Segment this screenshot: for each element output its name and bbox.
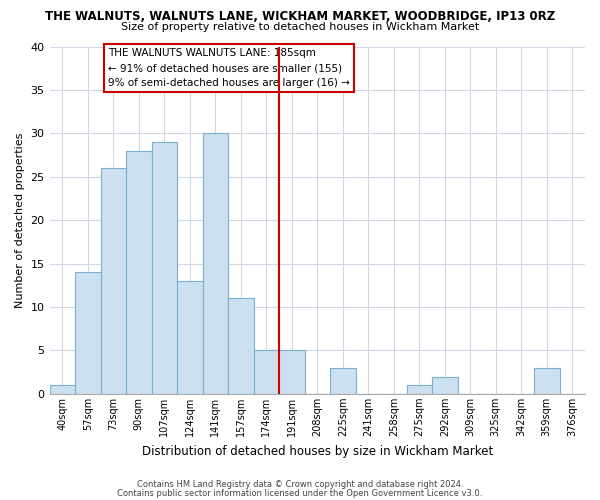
X-axis label: Distribution of detached houses by size in Wickham Market: Distribution of detached houses by size …	[142, 444, 493, 458]
Bar	[75, 272, 101, 394]
Text: Contains public sector information licensed under the Open Government Licence v3: Contains public sector information licen…	[118, 488, 482, 498]
Text: Size of property relative to detached houses in Wickham Market: Size of property relative to detached ho…	[121, 22, 479, 32]
Bar	[228, 298, 254, 394]
Bar	[50, 385, 75, 394]
Bar	[203, 134, 228, 394]
Y-axis label: Number of detached properties: Number of detached properties	[15, 132, 25, 308]
Text: Contains HM Land Registry data © Crown copyright and database right 2024.: Contains HM Land Registry data © Crown c…	[137, 480, 463, 489]
Bar	[407, 385, 432, 394]
Bar	[101, 168, 126, 394]
Bar	[254, 350, 279, 394]
Bar	[152, 142, 177, 394]
Text: THE WALNUTS WALNUTS LANE: 185sqm
← 91% of detached houses are smaller (155)
9% o: THE WALNUTS WALNUTS LANE: 185sqm ← 91% o…	[108, 48, 350, 88]
Bar	[330, 368, 356, 394]
Bar	[177, 281, 203, 394]
Bar	[534, 368, 560, 394]
Bar	[432, 376, 458, 394]
Bar	[279, 350, 305, 394]
Text: THE WALNUTS, WALNUTS LANE, WICKHAM MARKET, WOODBRIDGE, IP13 0RZ: THE WALNUTS, WALNUTS LANE, WICKHAM MARKE…	[45, 10, 555, 23]
Bar	[126, 150, 152, 394]
